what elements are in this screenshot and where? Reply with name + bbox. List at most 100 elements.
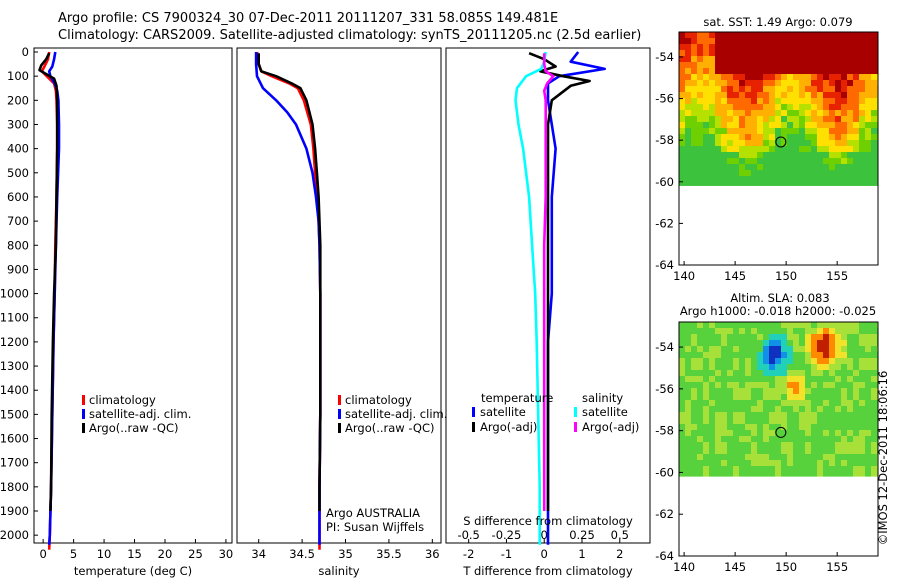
map-cell (757, 50, 763, 56)
map-cell (769, 140, 775, 146)
map-cell (685, 56, 691, 62)
map-cell (733, 394, 739, 400)
y-tick-label: -64 (655, 549, 674, 563)
map-cell (769, 334, 775, 340)
map-cell (799, 86, 805, 92)
map-cell (685, 92, 691, 98)
map-cell (799, 158, 805, 164)
map-cell (697, 322, 703, 328)
map-cell (823, 158, 829, 164)
legend-label: satellite-adj. clim. (345, 407, 447, 421)
map-cell (823, 104, 829, 110)
map-cell (685, 32, 691, 38)
map-cell (703, 128, 709, 134)
map-cell (817, 32, 823, 38)
map-cell (865, 110, 871, 116)
map-cell (853, 152, 859, 158)
secondary-tick-label: -0.25 (492, 528, 522, 542)
map-cell (715, 328, 721, 334)
map-cell (745, 340, 751, 346)
map-cell (691, 322, 697, 328)
map-cell (709, 352, 715, 358)
map-cell (715, 364, 721, 370)
map-cell (697, 146, 703, 152)
map-cell (823, 44, 829, 50)
map-cell (727, 104, 733, 110)
map-cell (805, 134, 811, 140)
map-cell (787, 424, 793, 430)
map-cell (709, 448, 715, 454)
map-cell (859, 328, 865, 334)
map-cell (745, 424, 751, 430)
map-cell (871, 430, 877, 436)
map-cell (739, 472, 745, 477)
map-cell (757, 86, 763, 92)
map-cell (739, 382, 745, 388)
map-cell (697, 62, 703, 68)
map-cell (871, 38, 877, 44)
map-cell (721, 442, 727, 448)
map-cell (715, 418, 721, 424)
map-cell (715, 388, 721, 394)
map-cell (769, 448, 775, 454)
map-cell (793, 56, 799, 62)
map-cell (829, 328, 835, 334)
map-cell (871, 164, 877, 170)
map-cell (847, 430, 853, 436)
map-cell (721, 116, 727, 122)
map-cell (769, 424, 775, 430)
map-cell (847, 334, 853, 340)
map-cell (859, 454, 865, 460)
map-cell (805, 328, 811, 334)
map-cell (829, 44, 835, 50)
map-cell (745, 98, 751, 104)
map-cell (757, 412, 763, 418)
map-cell (739, 388, 745, 394)
map-cell (811, 86, 817, 92)
map-cell (745, 176, 751, 182)
map-cell (745, 44, 751, 50)
map-cell (853, 32, 859, 38)
map-cell (787, 382, 793, 388)
map-cell (793, 400, 799, 406)
map-cell (745, 454, 751, 460)
map-cell (799, 406, 805, 412)
map-cell (733, 110, 739, 116)
map-cell (691, 442, 697, 448)
map-cell (775, 140, 781, 146)
map-cell (865, 412, 871, 418)
map-cell (823, 38, 829, 44)
map-cell (763, 424, 769, 430)
map-cell (817, 442, 823, 448)
map-cell (703, 460, 709, 466)
map-cell (787, 442, 793, 448)
map-cell (817, 158, 823, 164)
map-cell (847, 376, 853, 382)
map-cell (757, 68, 763, 74)
map-cell (703, 158, 709, 164)
map-cell (805, 352, 811, 358)
map-cell (817, 74, 823, 80)
map-cell (829, 460, 835, 466)
map-cell (847, 110, 853, 116)
legend-label: satellite (582, 405, 628, 419)
map-cell (697, 364, 703, 370)
map-cell (841, 424, 847, 430)
map-cell (859, 418, 865, 424)
map-cell (823, 146, 829, 152)
map-cell (733, 128, 739, 134)
map-cell (805, 430, 811, 436)
map-cell (685, 364, 691, 370)
map-cell (769, 394, 775, 400)
map-cell (865, 340, 871, 346)
map-cell (847, 442, 853, 448)
map-cell (691, 152, 697, 158)
map-cell (721, 466, 727, 472)
map-cell (865, 364, 871, 370)
map-cell (757, 394, 763, 400)
map-cell (727, 412, 733, 418)
map-cell (721, 394, 727, 400)
map-cell (811, 62, 817, 68)
series-line (514, 51, 547, 545)
map-cell (739, 418, 745, 424)
